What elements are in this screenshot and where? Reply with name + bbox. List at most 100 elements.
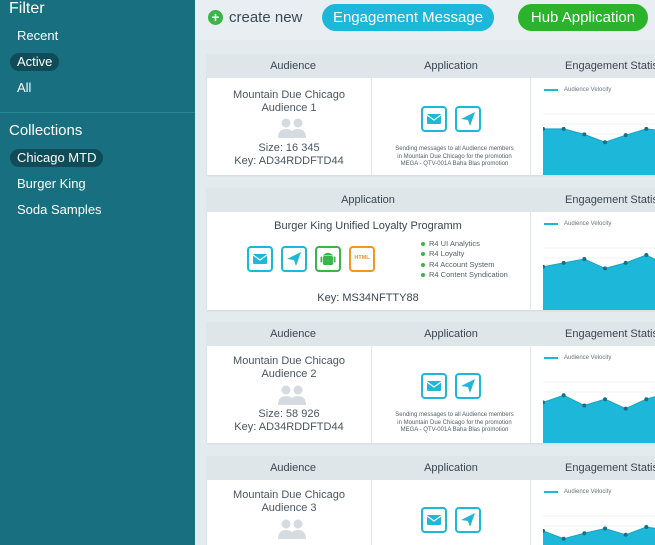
card-header: Application Engagement Statistics xyxy=(207,188,655,212)
feature-label: R4 Loyalty xyxy=(429,249,465,259)
mail-channel-button[interactable] xyxy=(247,246,273,272)
chart-area xyxy=(543,527,655,545)
bullet-icon xyxy=(421,262,425,267)
engagement-chart xyxy=(543,515,655,545)
description-line: Sending messages to all Audience members xyxy=(395,412,514,418)
create-new-label: create new xyxy=(229,9,303,26)
audience-name-line2: Audience 1 xyxy=(261,102,317,114)
push-channel-button[interactable] xyxy=(455,507,481,533)
chart-point xyxy=(644,524,649,529)
android-channel-button[interactable] xyxy=(315,246,341,272)
filter-item-label: Active xyxy=(10,53,60,71)
chart-point xyxy=(644,253,649,258)
legend-label: Audience Velocity xyxy=(564,87,612,93)
sidebar: Filter Recent Active All Collections Chi… xyxy=(0,0,195,545)
engagement-chart xyxy=(543,381,655,443)
application-description: Sending messages to all Audience members… xyxy=(372,412,537,435)
chart-point xyxy=(561,260,566,265)
collection-item-label: Burger King xyxy=(17,176,86,191)
feature-item: R4 UI Analytics xyxy=(421,239,508,249)
legend-swatch xyxy=(544,223,558,225)
audience-name-line1: Mountain Due Chicago xyxy=(233,89,345,101)
chart-point xyxy=(543,400,545,405)
chart-point xyxy=(582,256,587,261)
chart-point xyxy=(543,264,545,269)
chart-area xyxy=(543,395,655,443)
feature-label: R4 Account System xyxy=(429,259,495,269)
paper-plane-icon xyxy=(287,252,301,266)
chart-point xyxy=(603,140,607,145)
mail-channel-button[interactable] xyxy=(421,507,447,533)
application-column-title: Application xyxy=(341,194,395,206)
top-toolbar: + create new Engagement Message Hub Appl… xyxy=(195,0,655,40)
people-icon xyxy=(278,118,306,138)
bullet-icon xyxy=(421,272,425,277)
audience-column-title: Audience xyxy=(270,60,316,72)
legend-label: Audience Velocity xyxy=(564,355,612,361)
legend-label: Audience Velocity xyxy=(564,489,612,495)
push-channel-button[interactable] xyxy=(455,106,481,132)
stats-column-title: Engagement Statistics xyxy=(565,194,655,206)
chart-legend: Audience Velocity xyxy=(544,87,611,93)
engagement-message-button[interactable]: Engagement Message xyxy=(322,4,494,31)
card-header: Audience Application Engagement Statisti… xyxy=(207,54,655,78)
mail-channel-button[interactable] xyxy=(421,106,447,132)
feature-label: R4 UI Analytics xyxy=(429,239,480,248)
sidebar-divider xyxy=(0,112,195,113)
chart-legend: Audience Velocity xyxy=(544,489,611,495)
card-header: Audience Application Engagement Statisti… xyxy=(207,456,655,480)
mail-icon xyxy=(252,254,268,264)
column-divider xyxy=(530,78,531,175)
html-icon: HTML xyxy=(354,255,370,261)
collection-item-soda-samples[interactable]: Soda Samples xyxy=(0,197,195,223)
chart-point xyxy=(644,397,649,402)
engagement-chart xyxy=(543,247,655,310)
filter-item-recent[interactable]: Recent xyxy=(0,23,195,49)
column-divider xyxy=(371,480,372,545)
push-channel-button[interactable] xyxy=(455,373,481,399)
chart-point xyxy=(582,531,587,536)
column-divider xyxy=(371,78,372,175)
filter-item-label: Recent xyxy=(17,28,59,43)
people-icon xyxy=(278,385,306,405)
audience-card[interactable]: Audience Application Engagement Statisti… xyxy=(207,456,655,545)
mail-icon xyxy=(426,114,442,124)
filter-item-active[interactable]: Active xyxy=(0,49,195,75)
chart-point xyxy=(582,403,587,408)
hub-application-button[interactable]: Hub Application xyxy=(518,4,648,31)
audience-name: Mountain Due Chicago Audience 1 xyxy=(207,89,371,115)
audience-name-line1: Mountain Due Chicago xyxy=(233,489,345,501)
html-channel-button[interactable]: HTML xyxy=(349,246,375,272)
push-channel-button[interactable] xyxy=(281,246,307,272)
collection-item-burger-king[interactable]: Burger King xyxy=(0,171,195,197)
chart-point xyxy=(644,126,649,131)
chart-point xyxy=(603,397,607,402)
application-title: Burger King Unified Loyalty Programm xyxy=(274,220,462,232)
feature-label: R4 Content Syndication xyxy=(429,269,508,279)
chart-point xyxy=(603,526,607,531)
stats-column-title: Engagement Statistics xyxy=(565,462,655,474)
bullet-icon xyxy=(421,242,425,247)
mail-channel-button[interactable] xyxy=(421,373,447,399)
audience-name-line2: Audience 3 xyxy=(261,502,317,514)
description-line: MEGA - QTV-001A Baha Blas promotion xyxy=(400,427,509,433)
create-new-button[interactable]: + create new xyxy=(208,9,302,26)
chart-point xyxy=(582,132,587,137)
audience-card[interactable]: Audience Application Engagement Statisti… xyxy=(207,54,655,175)
application-card[interactable]: Application Engagement Statistics Burger… xyxy=(207,188,655,310)
filter-item-all[interactable]: All xyxy=(0,75,195,101)
legend-swatch xyxy=(544,491,558,493)
audience-column-title: Audience xyxy=(270,328,316,340)
collections-heading: Collections xyxy=(9,122,83,139)
column-divider xyxy=(530,346,531,443)
card-header: Audience Application Engagement Statisti… xyxy=(207,322,655,346)
audience-card[interactable]: Audience Application Engagement Statisti… xyxy=(207,322,655,443)
chart-point xyxy=(623,260,628,265)
column-divider xyxy=(371,346,372,443)
audience-name: Mountain Due Chicago Audience 2 xyxy=(207,355,371,381)
collection-item-chicago-mtd[interactable]: Chicago MTD xyxy=(0,145,195,171)
plus-icon: + xyxy=(208,10,223,25)
filter-item-label: All xyxy=(17,80,32,95)
feature-item: R4 Loyalty xyxy=(421,249,508,259)
description-line: MEGA - QTV-001A Baha Blas promotion xyxy=(400,161,509,167)
